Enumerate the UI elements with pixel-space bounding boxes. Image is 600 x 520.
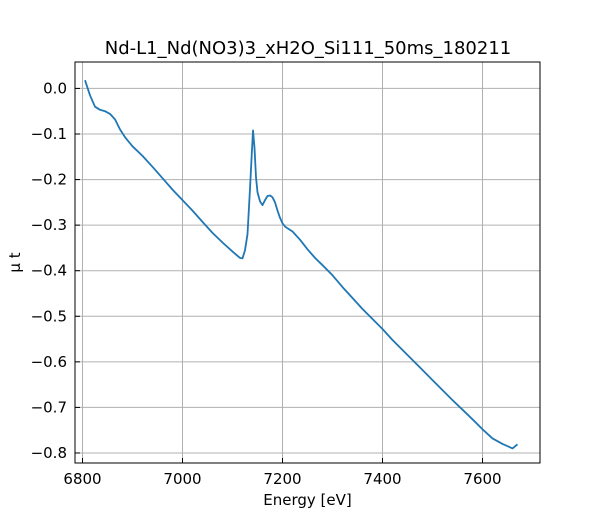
axis-ticks: 6800 7000 7200 7400 7600 0.0 −0.1 −0.2 −0.3 −0.4 −… — [31, 79, 502, 488]
y-axis-label: μ t — [6, 252, 24, 272]
axes-frame — [74, 61, 541, 464]
y-tick-label: −0.1 — [31, 125, 67, 143]
series-line — [84, 79, 519, 450]
x-axis-label: Energy [eV] — [263, 491, 351, 509]
x-tick-label: 7000 — [163, 470, 201, 488]
x-tick-label: 7600 — [463, 470, 501, 488]
y-tick-label: −0.4 — [31, 262, 67, 280]
y-tick-label: −0.3 — [31, 216, 67, 234]
y-tick-label: −0.5 — [31, 307, 67, 325]
x-tick-label: 7200 — [263, 470, 301, 488]
plot-area — [84, 79, 519, 450]
x-tick-label: 6800 — [63, 470, 101, 488]
x-tick-label: 7400 — [363, 470, 401, 488]
y-tick-label: −0.2 — [31, 171, 67, 189]
y-tick-label: −0.8 — [31, 444, 67, 462]
chart-title: Nd-L1_Nd(NO3)3_xH2O_Si111_50ms_180211 — [105, 38, 511, 59]
y-tick-label: 0.0 — [43, 79, 67, 97]
y-tick-label: −0.7 — [31, 398, 67, 416]
y-tick-label: −0.6 — [31, 353, 67, 371]
grid — [75, 62, 540, 463]
